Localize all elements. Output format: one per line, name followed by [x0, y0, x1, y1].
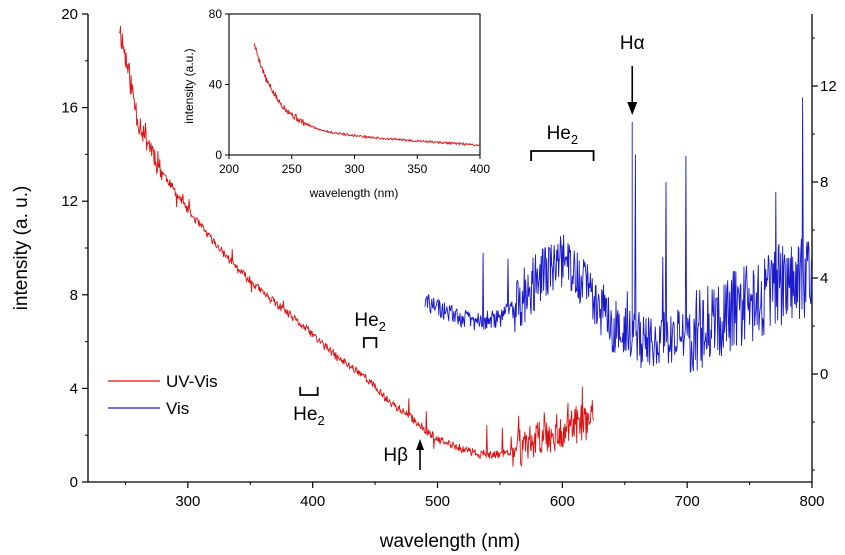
- annotation-bracket: [362, 337, 378, 348]
- inset-x-tick-label: 200: [219, 162, 239, 176]
- y-tick-label: 4: [70, 380, 78, 397]
- annotation-label: He2: [354, 310, 386, 334]
- annotations: Hα Hβ He2 He2 He2: [293, 33, 645, 470]
- uv-vis-series-line: [119, 26, 595, 468]
- inset-x-tick-label: 400: [470, 162, 490, 176]
- inset-series-line: [253, 42, 481, 147]
- y-axis-ticks: 0 4 8 12 16 20: [61, 6, 88, 491]
- y-tick-label: 12: [61, 193, 78, 210]
- inset-x-tick-label: 250: [282, 162, 302, 176]
- vis-series-line: [424, 97, 813, 373]
- y2-tick-label: 12: [820, 78, 837, 95]
- inset-y-tick-label: 80: [209, 7, 223, 21]
- annotation-label: Hα: [620, 33, 645, 54]
- y2-tick-label: 4: [820, 270, 828, 287]
- annotation-bracket: [299, 387, 319, 396]
- inset-frame: [228, 13, 481, 156]
- y-tick-label: 16: [61, 100, 78, 117]
- inset-y-tick-label: 40: [209, 78, 223, 92]
- y-tick-label: 0: [70, 474, 78, 491]
- x-tick-label: 800: [799, 493, 824, 510]
- inset-series: [253, 42, 481, 147]
- inset-x-tick-label: 350: [407, 162, 427, 176]
- y-axis-title: intensity (a. u.): [11, 186, 32, 311]
- y-tick-label: 8: [70, 287, 78, 304]
- inset-ticks: 200 250 300 350 400 0 40 80: [209, 7, 491, 176]
- inset-x-tick-label: 300: [344, 162, 364, 176]
- inset-chart: 200 250 300 350 400 0 40 80 wavelength (nm) int…: [182, 7, 490, 200]
- x-tick-label: 700: [675, 493, 700, 510]
- x-tick-label: 600: [550, 493, 575, 510]
- inset-y-title: intensity (a.u.): [182, 48, 196, 123]
- x-tick-label: 300: [175, 493, 200, 510]
- annotation-bracket: [530, 150, 595, 161]
- inset-y-tick-label: 0: [215, 148, 222, 162]
- annotation-arrowhead: [627, 102, 638, 115]
- y2-tick-label: 8: [820, 174, 828, 191]
- series-layer: [119, 26, 813, 468]
- legend: UV-Vis Vis: [108, 372, 218, 418]
- right-y-axis-ticks: 0 4 8 12: [812, 37, 837, 471]
- legend-uv-vis-label: UV-Vis: [166, 372, 218, 391]
- annotation-label: He2: [293, 404, 325, 428]
- x-axis-title: wavelength (nm): [379, 531, 520, 552]
- x-tick-label: 400: [300, 493, 325, 510]
- x-axis-ticks: 300 400 500 600 700 800: [124, 482, 825, 510]
- x-tick-label: 500: [425, 493, 450, 510]
- annotation-label: He2: [547, 123, 579, 147]
- legend-vis-label: Vis: [166, 399, 189, 418]
- y-tick-label: 20: [61, 6, 78, 23]
- annotation-arrowhead: [416, 439, 425, 450]
- annotation-label: Hβ: [383, 445, 408, 466]
- y2-tick-label: 0: [820, 366, 828, 383]
- inset-x-title: wavelength (nm): [309, 186, 399, 200]
